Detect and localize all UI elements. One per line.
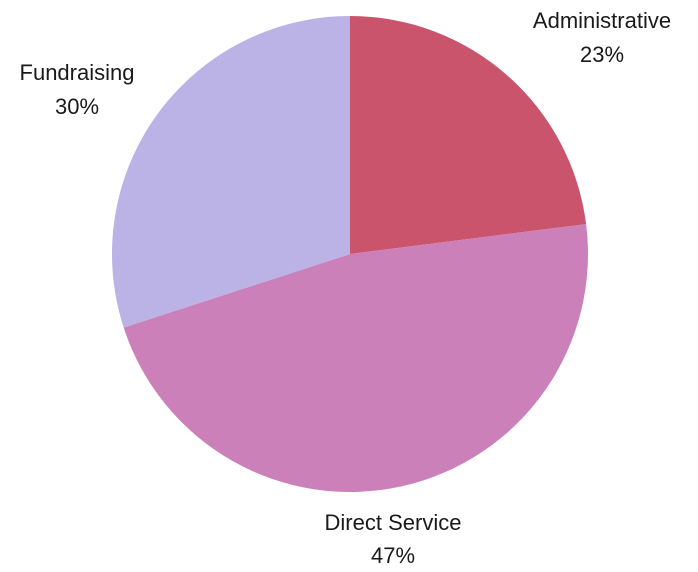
pie-slice-fundraising	[112, 16, 350, 328]
slice-value-label-direct-service: 47%	[371, 543, 415, 568]
slice-category-label-direct-service: Direct Service	[325, 510, 462, 535]
slice-category-label-fundraising: Fundraising	[20, 60, 135, 85]
pie-slice-administrative	[350, 16, 587, 254]
slice-category-label-administrative: Administrative	[533, 8, 671, 33]
slice-value-label-fundraising: 30%	[55, 94, 99, 119]
pie-slices	[112, 16, 588, 492]
pie-slice-direct-service	[123, 224, 588, 492]
slice-value-label-administrative: 23%	[580, 42, 624, 67]
